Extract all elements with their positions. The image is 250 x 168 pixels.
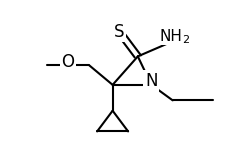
Text: N: N bbox=[145, 72, 158, 90]
Text: NH: NH bbox=[159, 29, 182, 45]
Text: O: O bbox=[62, 53, 74, 71]
Text: S: S bbox=[114, 23, 125, 41]
Text: 2: 2 bbox=[182, 35, 189, 45]
